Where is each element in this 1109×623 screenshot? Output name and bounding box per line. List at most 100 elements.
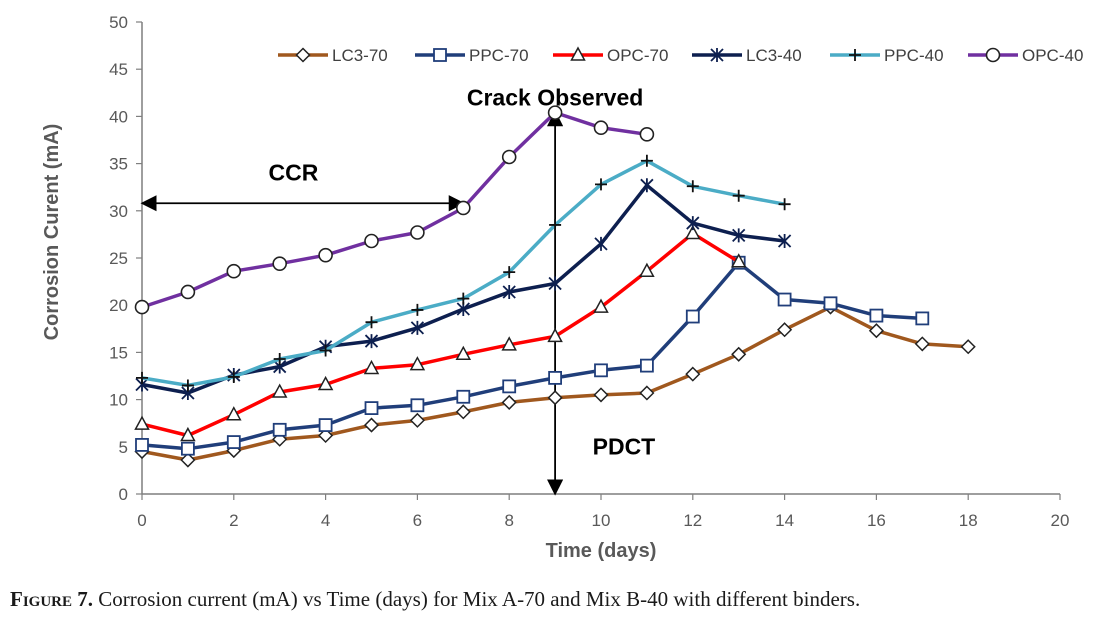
legend-item-ppc-40: PPC-40 [830,46,944,65]
data-point-ppc-70 [318,418,333,432]
data-point-lc3-70 [547,390,563,406]
chart-svg: 0 5 10 15 20 25 30 35 40 45 50 0 2 4 6 8 10 12 14 16 18 20 Ti… [41,13,1083,562]
series-ppc-40 [136,154,791,392]
data-point-opc-40 [639,127,655,142]
data-point-lc3-70 [777,322,793,338]
y-tick-label: 10 [109,391,128,410]
figure-caption: Figure 7. Corrosion current (mA) vs Time… [10,587,1105,612]
data-point-opc-40 [226,263,242,279]
data-point-lc3-40 [640,178,654,193]
data-point-opc-70 [501,336,517,351]
data-point-ppc-40 [640,154,653,167]
x-tick-label: 6 [413,511,422,530]
series-ppc-70 [135,255,930,456]
y-tick-label: 50 [109,13,128,32]
data-point-opc-40 [501,149,517,165]
data-point-ppc-40 [181,379,194,392]
data-point-ppc-40 [595,178,607,191]
data-point-ppc-40 [549,218,562,231]
data-point-opc-40 [318,247,333,263]
x-tick-label: 0 [137,511,146,530]
annotation-pdct: PDCT [593,433,656,459]
annotation-texts: Crack Observed CCR PDCT [269,85,656,460]
series-opc-70 [134,224,747,442]
x-tick-label: 18 [959,511,978,530]
data-point-ppc-40 [319,344,332,357]
legend-marker [570,46,586,61]
data-point-opc-40 [272,256,288,271]
legend-label: PPC-40 [884,46,944,65]
data-point-ppc-70 [777,292,792,307]
legend-label: LC3-70 [332,46,388,65]
data-point-opc-70 [317,375,334,391]
data-point-lc3-40 [732,228,746,243]
figure-label: Figure 7. [10,587,94,611]
legend-marker [295,47,311,63]
data-point-ppc-70 [823,296,838,311]
data-point-ppc-40 [686,180,699,193]
data-point-lc3-70 [639,385,655,401]
legend-marker [710,48,724,62]
legend-item-ppc-70: PPC-70 [415,46,529,65]
data-point-ppc-40 [273,353,286,366]
data-point-ppc-70 [180,441,195,456]
annotation-ccr: CCR [269,160,319,186]
series-line-opc-70 [141,231,740,438]
series-line-ppc-70 [141,260,923,451]
y-tick-label: 25 [109,249,128,268]
data-point-lc3-70 [731,346,747,362]
data-point-ppc-40 [457,292,470,305]
data-point-ppc-70 [869,308,884,323]
annotation-arrows [140,110,564,496]
y-tick-label: 0 [119,485,128,504]
data-point-ppc-40 [365,316,378,329]
data-point-ppc-70 [226,435,241,449]
x-tick-label: 16 [867,511,886,530]
data-point-opc-70 [363,359,380,375]
data-point-ppc-40 [732,189,745,202]
data-point-opc-70 [271,383,288,398]
data-point-lc3-40 [502,284,516,299]
data-point-ppc-70 [364,401,379,415]
data-point-ppc-40 [778,198,791,211]
y-tick-label: 15 [109,343,128,362]
data-point-opc-70 [409,356,426,371]
legend-item-opc-40: OPC-40 [968,46,1083,65]
data-point-opc-70 [134,415,150,430]
data-point-lc3-40 [548,276,562,291]
data-point-ppc-70 [640,358,654,373]
y-tick-label: 5 [119,438,128,457]
x-tick-label: 8 [504,511,513,530]
data-point-lc3-40 [777,234,792,249]
data-point-lc3-40 [594,236,608,251]
legend-label: OPC-70 [607,46,668,65]
annotation-crack-observed: Crack Observed [467,85,643,111]
data-point-lc3-70 [914,336,930,352]
data-point-lc3-70 [318,427,334,444]
data-point-lc3-40 [686,216,700,231]
series-line-opc-40 [141,110,648,309]
data-point-opc-70 [685,224,701,240]
x-tick-label: 10 [592,511,611,530]
series-line-lc3-40 [141,183,785,395]
data-point-ppc-40 [411,303,424,316]
legend-item-opc-70: OPC-70 [553,46,668,65]
data-point-opc-70 [593,298,609,313]
legend-label: OPC-40 [1022,46,1083,65]
series-layer [134,105,976,468]
data-point-ppc-70 [456,389,471,404]
data-point-ppc-40 [227,370,240,383]
y-tick-label: 40 [109,107,128,126]
data-point-opc-40 [547,105,563,120]
y-tick-label: 45 [109,60,128,79]
legend-label: LC3-40 [746,46,802,65]
data-point-opc-70 [547,327,563,343]
data-point-lc3-70 [363,417,380,433]
figure-caption-text: Corrosion current (mA) vs Time (days) fo… [93,587,861,611]
data-point-ppc-70 [594,363,608,378]
legend: LC3-70 PPC-70 OPC-70 LC3-40 PPC-40 OPC-40 [278,46,1083,65]
data-point-lc3-70 [180,452,196,468]
data-point-opc-40 [180,284,196,300]
data-point-ppc-70 [548,370,562,385]
